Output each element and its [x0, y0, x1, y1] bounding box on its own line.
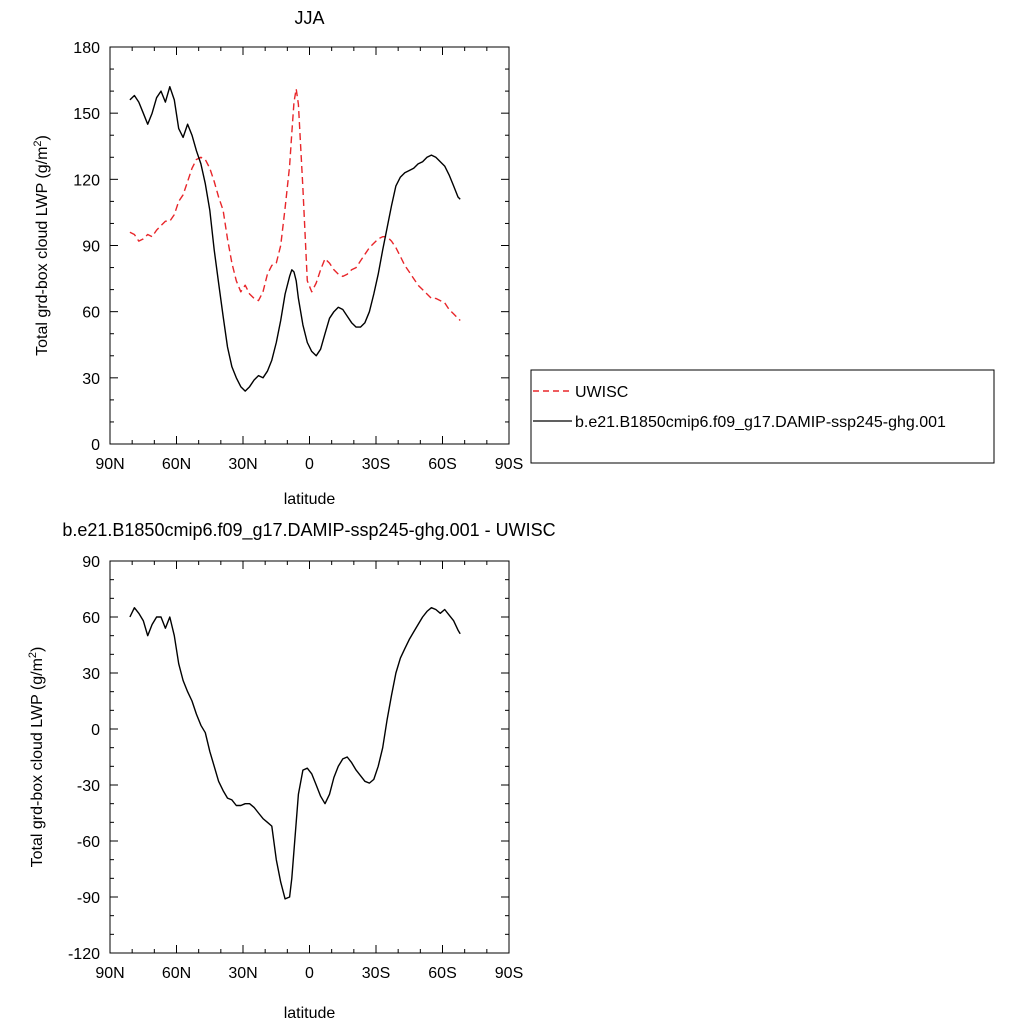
bottom-x-tick-label: 60N [162, 965, 191, 982]
legend-label-model: b.e21.B1850cmip6.f09_g17.DAMIP-ssp245-gh… [575, 414, 946, 431]
legend: UWISC b.e21.B1850cmip6.f09_g17.DAMIP-ssp… [530, 369, 995, 464]
bottom-ticks: 90N 60N 30N 0 30S 60S 90S -120 -90 -60 -30 0 30 60 90 [68, 554, 523, 982]
bottom-series-line-0 [129, 607, 461, 900]
top-y-axis-label-sup: 2 [32, 140, 44, 146]
top-x-tick-label: 30N [228, 456, 257, 473]
bottom-x-tick-label: 60S [428, 965, 456, 982]
top-plot-lines [129, 85, 461, 392]
top-y-tick-label: 150 [73, 106, 100, 123]
bottom-x-axis-label: latitude [284, 1005, 336, 1022]
bottom-y-axis-label-sup: 2 [27, 652, 39, 658]
bottom-plot-lines [129, 607, 461, 900]
bottom-x-tick-label: 30S [362, 965, 390, 982]
bottom-y-tick-label: -90 [77, 890, 100, 907]
bottom-y-tick-label: -120 [68, 946, 100, 963]
bottom-y-tick-label: 90 [82, 554, 100, 571]
bottom-chart-title: b.e21.B1850cmip6.f09_g17.DAMIP-ssp245-gh… [62, 520, 555, 541]
top-x-tick-label: 60N [162, 456, 191, 473]
bottom-y-tick-label: 60 [82, 610, 100, 627]
bottom-panel: 90N 60N 30N 0 30S 60S 90S-120-90-60-300306090 … [27, 520, 556, 1022]
bottom-y-axis-label-main: Total grd-box cloud LWP (g/m [29, 658, 46, 867]
top-plot-frame [109, 46, 510, 445]
top-x-tick-label: 90N [95, 456, 124, 473]
top-y-tick-label: 120 [73, 172, 100, 189]
bottom-x-tick-label: 90S [495, 965, 523, 982]
top-x-tick-label: 0 [305, 456, 314, 473]
top-y-tick-label: 30 [82, 371, 100, 388]
top-x-axis-label: latitude [284, 491, 336, 508]
top-y-axis-label-main: Total grd-box cloud LWP (g/m [34, 147, 51, 356]
top-chart-title: JJA [294, 8, 324, 28]
bottom-x-tick-label: 0 [305, 965, 314, 982]
bottom-y-tick-label: -30 [77, 778, 100, 795]
bottom-x-tick-label: 30N [228, 965, 257, 982]
top-y-axis-label-close: ) [34, 135, 51, 140]
bottom-y-tick-label: 30 [82, 666, 100, 683]
top-x-tick-label: 30S [362, 456, 390, 473]
bottom-y-axis-label-close: ) [29, 647, 46, 652]
top-y-tick-label: 60 [82, 305, 100, 322]
legend-label-uwisc: UWISC [575, 384, 628, 401]
top-ticks: 90N 60N 30N 0 30S 60S 90S 0 30 60 90 120 150 180 [73, 40, 523, 473]
top-y-axis-label: Total grd-box cloud LWP (g/m2) [32, 135, 51, 356]
legend-box [530, 369, 995, 464]
top-y-tick-label: 180 [73, 40, 100, 57]
bottom-y-axis-label: Total grd-box cloud LWP (g/m2) [27, 647, 46, 868]
bottom-y-tick-label: -60 [77, 834, 100, 851]
bottom-y-tick-label: 0 [91, 722, 100, 739]
top-y-tick-label: 0 [91, 437, 100, 454]
bottom-x-tick-label: 90N [95, 965, 124, 982]
top-y-tick-label: 90 [82, 239, 100, 256]
top-x-tick-label: 60S [428, 456, 456, 473]
top-x-tick-label: 90S [495, 456, 523, 473]
top-series-line-1 [129, 85, 461, 392]
top-series-line-0 [129, 88, 461, 321]
